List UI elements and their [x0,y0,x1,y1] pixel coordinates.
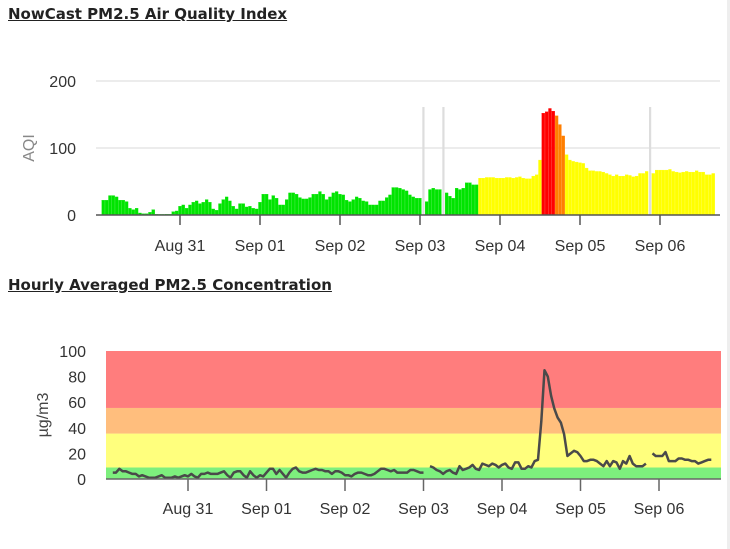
scrollbar-track[interactable] [727,0,730,549]
x-tick-label: Sep 02 [320,501,371,518]
x-tick-label: Sep 06 [635,238,686,255]
missing-data-bar [649,107,652,215]
aqi-bar-chart: 0 100 200 AQI Aug 31 Sep 01 Sep 02 Sep 03 Sep 04… [21,74,720,255]
missing-data-bar [422,107,425,215]
missing-data-bar [442,107,445,215]
x-tick-label: Sep 02 [315,238,366,255]
y-tick-label: 100 [59,344,86,361]
y-tick-label: 0 [77,472,86,489]
y-tick-label: 20 [68,446,86,463]
aqi-band [106,433,721,468]
pm25-chart-title: Hourly Averaged PM2.5 Concentration [8,276,332,294]
y-axis-label: AQI [21,134,38,162]
y-tick-label: 80 [68,370,86,387]
aqi-band [106,351,721,408]
x-tick-label: Sep 03 [398,501,449,518]
x-tick-label: Sep 01 [235,238,286,255]
y-tick-label: 0 [67,208,76,225]
x-tick-label: Sep 04 [477,501,528,518]
x-tick-label: Sep 04 [475,238,526,255]
aqi-chart-title: NowCast PM2.5 Air Quality Index [8,5,288,23]
x-tick-label: Sep 05 [555,238,606,255]
aqi-band [106,467,721,479]
y-tick-label: 60 [68,395,86,412]
x-tick-label: Aug 31 [155,238,206,255]
x-tick-label: Sep 01 [241,501,292,518]
x-tick-label: Aug 31 [163,501,214,518]
y-tick-label: 100 [49,141,76,158]
y-tick-label: 40 [68,421,86,438]
y-tick-label: 200 [49,74,76,91]
y-axis-label: µg/m3 [35,393,52,438]
x-tick-label: Sep 06 [634,501,685,518]
pm25-line [112,368,712,479]
x-tick-label: Sep 03 [395,238,446,255]
x-tick-label: Sep 05 [555,501,606,518]
aqi-band [106,407,721,434]
